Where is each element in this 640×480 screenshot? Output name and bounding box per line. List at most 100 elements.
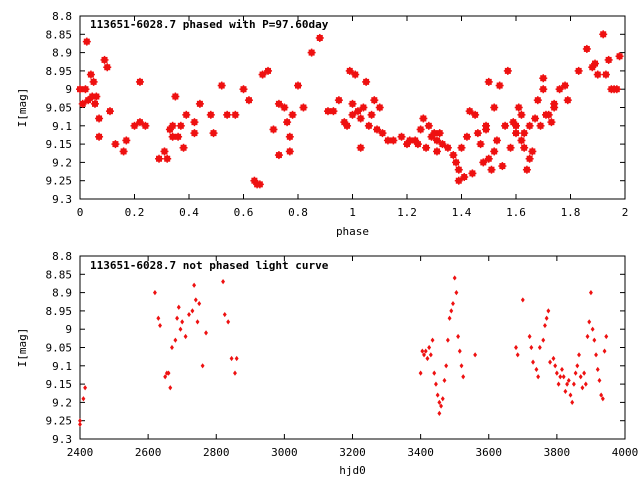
y-tick-label: 9.3 [52, 433, 72, 446]
data-point [156, 315, 161, 321]
data-point [141, 121, 150, 130]
data-point [190, 129, 199, 138]
data-point [555, 85, 564, 94]
data-point [534, 366, 539, 373]
data-point [166, 370, 171, 376]
data-point [541, 337, 546, 343]
data-point [435, 129, 444, 138]
data-point [419, 114, 428, 123]
data-point [258, 70, 267, 79]
data-point [283, 118, 292, 127]
data-point [457, 143, 466, 152]
y-tick-label: 9.15 [46, 378, 73, 391]
data-point [445, 337, 450, 343]
data-point [563, 96, 572, 105]
data-point [353, 107, 362, 116]
data-point [418, 370, 423, 376]
data-point [594, 352, 598, 358]
data-point [168, 385, 173, 391]
y-tick-label: 9.05 [46, 342, 73, 355]
data-point [158, 322, 162, 329]
data-point [428, 352, 433, 358]
y-tick-label: 8.9 [52, 47, 72, 60]
data-point [583, 381, 588, 387]
data-point [373, 125, 382, 134]
x-tick-label: 0.8 [288, 206, 308, 219]
data-point [492, 136, 501, 145]
data-point [206, 110, 215, 119]
unphased-y-ticks: 8.8 8.85 8.9 8.95 9 9.05 9.1 9.15 9.2 9.25 9.3 [46, 250, 625, 446]
data-point [454, 290, 459, 296]
data-point [580, 385, 585, 391]
data-point [152, 290, 157, 296]
data-point [503, 66, 512, 75]
data-point [529, 344, 534, 351]
unphased-data-points [78, 275, 609, 427]
y-tick-label: 8.9 [52, 287, 72, 300]
data-point [370, 96, 379, 105]
data-point [522, 165, 531, 174]
data-point [264, 66, 273, 75]
data-point [582, 370, 587, 376]
data-point [442, 377, 447, 384]
data-point [171, 92, 180, 101]
data-point [378, 129, 387, 138]
x-tick-label: 2400 [67, 446, 94, 459]
data-point [438, 140, 447, 149]
data-point [437, 410, 442, 416]
data-point [544, 110, 553, 119]
x-tick-label: 1.4 [452, 206, 472, 219]
data-point [174, 132, 183, 141]
data-point [223, 110, 232, 119]
data-point [430, 337, 435, 343]
data-point [520, 297, 525, 303]
y-tick-label: 9.15 [46, 138, 73, 151]
y-tick-label: 8.95 [46, 65, 73, 78]
data-point [244, 96, 253, 105]
data-point [577, 352, 581, 358]
data-point [348, 110, 357, 119]
data-point [92, 92, 101, 101]
data-point [178, 326, 183, 332]
x-tick-label: 1.6 [506, 206, 526, 219]
phased-plot-title: 113651-6028.7 phased with P=97.60day [90, 18, 329, 31]
data-point [348, 99, 357, 108]
data-point [135, 77, 144, 86]
data-point [190, 118, 199, 127]
data-point [551, 355, 556, 362]
data-point [512, 129, 520, 138]
data-point [558, 374, 563, 380]
data-point [288, 110, 297, 119]
data-point [422, 352, 426, 358]
data-point [183, 333, 188, 340]
y-tick-label: 9.05 [46, 102, 73, 115]
x-tick-label: 3200 [339, 446, 366, 459]
data-point [547, 118, 556, 127]
data-point [531, 114, 540, 123]
data-point [578, 374, 583, 380]
data-point [544, 315, 549, 321]
data-point [561, 374, 566, 380]
data-point [461, 374, 466, 380]
data-point [537, 344, 542, 351]
data-point [471, 110, 480, 119]
data-point [81, 396, 86, 402]
data-point [592, 337, 597, 343]
data-point [432, 136, 441, 145]
data-point [602, 348, 607, 354]
data-point [554, 370, 559, 376]
data-point [217, 81, 226, 90]
data-point [515, 352, 520, 358]
data-point [591, 59, 600, 68]
data-point [575, 363, 580, 369]
data-point [173, 337, 178, 343]
data-point [190, 308, 195, 314]
data-point [315, 33, 324, 42]
data-point [192, 282, 197, 288]
data-point [484, 154, 493, 163]
data-point [454, 165, 463, 174]
data-point [490, 147, 499, 156]
data-point [536, 121, 545, 130]
phased-x-axis-label: phase [336, 225, 369, 238]
